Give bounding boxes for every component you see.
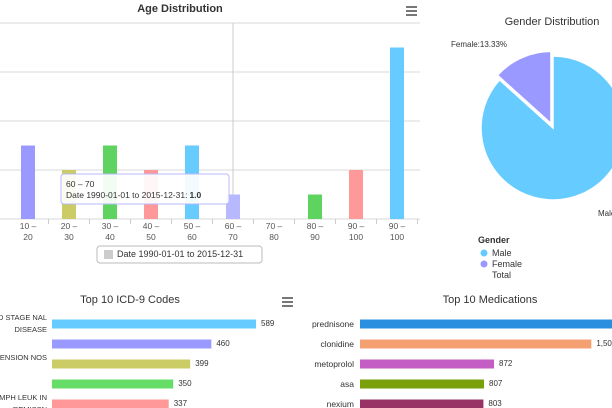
data-label: Female:13.33% (451, 40, 508, 49)
chart-title: Top 10 Medications (442, 294, 538, 306)
legend-label[interactable]: Male (492, 248, 512, 258)
bar (390, 47, 404, 219)
data-label: 460 (216, 339, 230, 348)
legend-symbol (480, 249, 488, 257)
chart-title: Gender Distribution (504, 16, 600, 28)
bar (360, 319, 612, 329)
tooltip-label: Date 1990-01-01 to 2015-12-31: (66, 190, 188, 200)
chart-title: Top 10 ICD-9 Codes (80, 294, 180, 306)
bar (52, 359, 191, 369)
y-tick-label: LYMPH LEUK IN REMISSN (0, 393, 47, 408)
legend-label[interactable]: Date 1990-01-01 to 2015-12-31 (117, 249, 244, 259)
data-label: 337 (173, 399, 188, 408)
legend-label[interactable]: Total (492, 270, 512, 280)
legend-title: Gender (478, 235, 510, 245)
bar (360, 379, 485, 389)
y-tick-label: prednisone (311, 319, 354, 329)
x-tick-label: 90 – 100 (347, 221, 365, 242)
x-tick-label: 50 – 60 (183, 221, 201, 242)
y-tick-label: nexium (326, 399, 354, 408)
data-label: 399 (195, 359, 209, 368)
data-label: 589 (261, 319, 275, 328)
bar (52, 319, 256, 329)
tooltip-title: 60 – 70 (66, 179, 95, 189)
data-label: Male:86.67% (598, 209, 612, 218)
x-tick-label: 90 – 100 (388, 221, 406, 242)
pie-slice (480, 55, 612, 201)
bar (349, 170, 363, 219)
x-tick-label: 70 – 80 (265, 221, 283, 242)
tooltip-box (60, 173, 230, 205)
menu-icon[interactable] (282, 297, 293, 307)
y-tick-label: metoprolol (314, 359, 354, 369)
bar (360, 359, 495, 369)
tooltip-value: 1.0 (189, 190, 202, 200)
legend-symbol (480, 260, 488, 268)
data-label: 350 (178, 379, 192, 388)
data-label: 872 (499, 359, 513, 368)
y-tick-label: clonidine (320, 339, 354, 349)
bar (360, 339, 592, 349)
x-tick-label: 80 – 90 (306, 221, 324, 242)
bar (52, 399, 169, 408)
pie-slice (496, 50, 552, 126)
bar (52, 379, 174, 389)
y-tick-label: asa (340, 379, 354, 389)
x-tick-label: 20 – 30 (60, 221, 78, 242)
legend-label[interactable]: Female (492, 259, 523, 269)
x-tick-label: 10 – 20 (19, 221, 37, 242)
x-tick-label: 60 – 70 (224, 221, 242, 242)
bar (308, 194, 322, 219)
x-tick-label: 40 – 50 (142, 221, 160, 242)
data-label: 807 (489, 379, 503, 388)
bar (21, 145, 35, 219)
data-label: 803 (488, 399, 502, 408)
menu-icon[interactable] (406, 6, 417, 16)
y-tick-label: YPERTENSION NOS (0, 353, 47, 362)
tooltip-line: Date 1990-01-01 to 2015-12-31: 1.0 (66, 190, 201, 200)
y-tick-label: S END STAGE NAL DISEASE (0, 313, 47, 334)
legend-box (96, 245, 263, 264)
data-label: 1,505 (596, 339, 612, 348)
chart-title: Age Distribution (137, 3, 223, 15)
legend-symbol (104, 250, 113, 259)
bar (360, 399, 484, 408)
bar (52, 339, 212, 349)
x-tick-label: 30 – 40 (101, 221, 119, 242)
